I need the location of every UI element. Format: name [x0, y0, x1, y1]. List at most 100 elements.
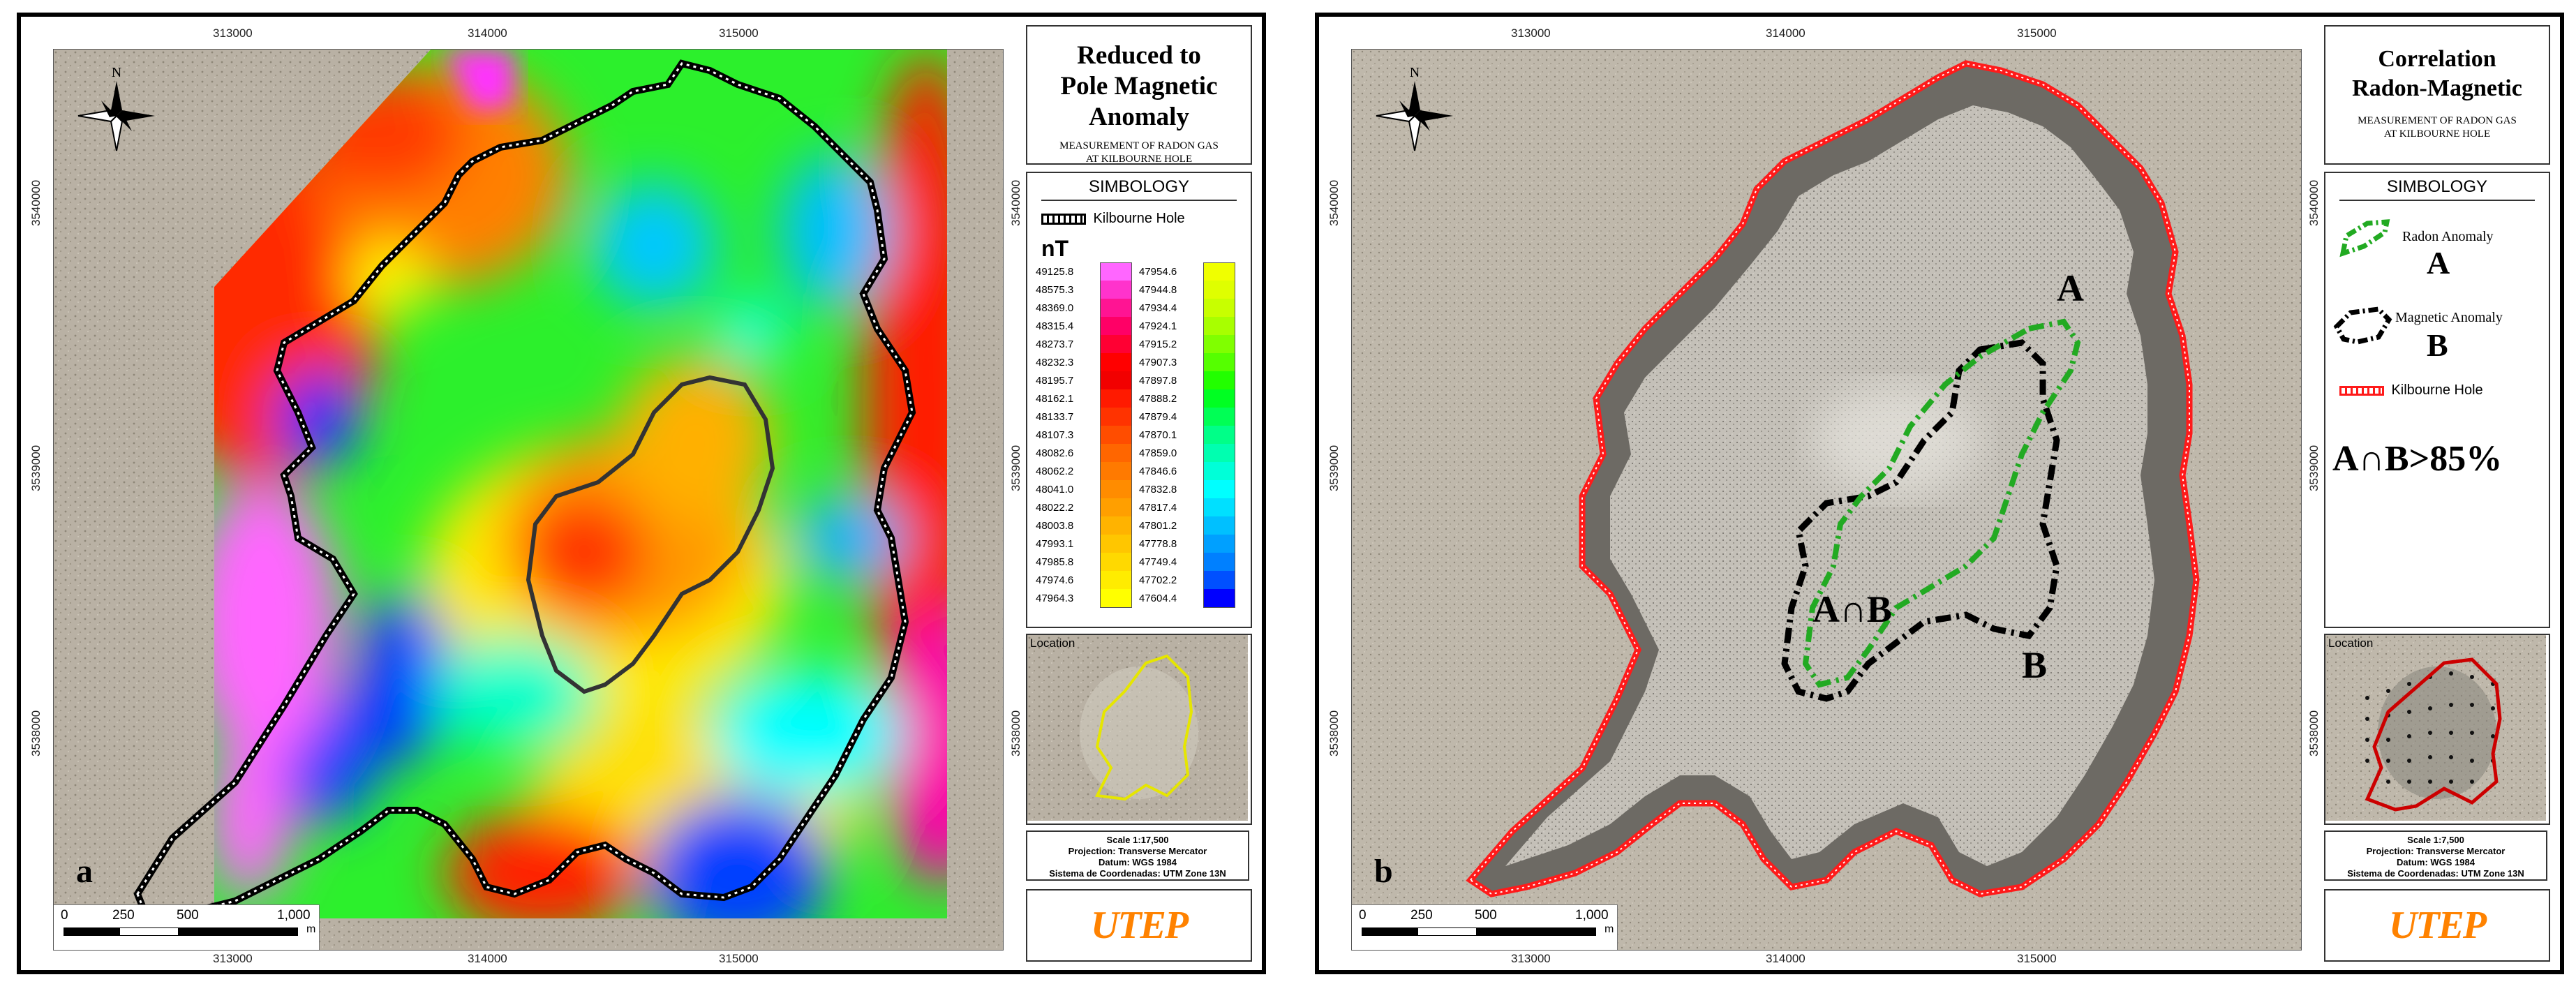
- colorbar-left-swatch: [1100, 516, 1132, 535]
- colorbar-right-swatch: [1203, 335, 1235, 353]
- scale-line-2-b: Projection: Transverse Mercator: [2366, 846, 2506, 856]
- location-inset-a: [1027, 635, 1248, 821]
- northing-right-1-b: 3540000: [2307, 179, 2321, 226]
- colorbar-left-value: 47993.1: [1036, 538, 1074, 550]
- subtitle-line-1-b: MEASUREMENT OF RADON GAS: [2358, 115, 2517, 126]
- north-arrow-b: N: [1376, 65, 1453, 151]
- colorbar-left-value: 48162.1: [1036, 393, 1074, 405]
- scale-line-4-b: Sistema de Coordenadas: UTM Zone 13N: [2347, 868, 2524, 879]
- colorbar-right-value: 47801.2: [1139, 520, 1177, 532]
- northing-right-2: 3539000: [1009, 445, 1022, 491]
- title-box-a: Reduced to Pole Magnetic Anomaly MEASURE…: [1026, 25, 1252, 165]
- colorbar-right-row: 47778.8: [1139, 535, 1244, 553]
- panel-b: 313000 314000 315000 313000 314000 31500…: [1315, 13, 2564, 974]
- scale-line-1: Scale 1:17,500: [1106, 835, 1169, 845]
- map-subtitle-a: MEASUREMENT OF RADON GAS AT KILBOURNE HO…: [1027, 140, 1251, 166]
- colorbar-right-row: 47954.6: [1139, 262, 1244, 281]
- colorbar-right-swatch: [1203, 262, 1235, 281]
- scale-seg-1: [64, 927, 121, 936]
- magnetic-anomaly-label: Magnetic Anomaly: [2395, 310, 2503, 325]
- colorbar-left-swatch: [1100, 535, 1132, 553]
- colorbar-left-value: 48133.7: [1036, 411, 1074, 423]
- colorbar-left-value: 48369.0: [1036, 302, 1074, 314]
- colorbar-right-row: 47907.3: [1139, 353, 1244, 371]
- colorbar-right-swatch: [1203, 462, 1235, 480]
- outline-legend-swatch: [1041, 213, 1086, 225]
- location-box-a: Location: [1026, 634, 1252, 825]
- colorbar-right-value: 47846.6: [1139, 465, 1177, 477]
- easting-top-1-b: 313000: [1511, 27, 1551, 40]
- northing-left-1: 3540000: [29, 179, 43, 226]
- scale-unit: m: [306, 923, 316, 935]
- location-outline-a: [1094, 654, 1193, 801]
- magnetic-anomaly-letter: B: [2427, 327, 2448, 363]
- colorbar-left-swatch: [1100, 444, 1132, 462]
- northing-right-2-b: 3539000: [2307, 445, 2321, 491]
- location-box-b: Location: [2324, 634, 2550, 825]
- northing-left-2-b: 3539000: [1327, 445, 1341, 491]
- northing-right-1: 3540000: [1009, 179, 1022, 226]
- colorbar-left-swatch: [1100, 480, 1132, 498]
- location-inset-b: [2325, 635, 2546, 821]
- colorbar-left-swatch: [1100, 317, 1132, 335]
- colorbar-right-row: 47934.4: [1139, 299, 1244, 317]
- north-label-b: N: [1410, 65, 1420, 80]
- scale-label-0-b: 0: [1359, 908, 1367, 923]
- north-label: N: [112, 65, 121, 80]
- symbology-box-b: SIMBOLOGY Radon Anomaly A Magnetic Anoma…: [2324, 172, 2550, 628]
- map-label-a: A: [2057, 267, 2084, 309]
- colorbar-right-row: 47879.4: [1139, 408, 1244, 426]
- colorbar-right-swatch: [1203, 516, 1235, 535]
- colorbar-right-row: 47749.4: [1139, 553, 1244, 571]
- colorbar-left-swatch: [1100, 408, 1132, 426]
- colorbar-right-swatch: [1203, 389, 1235, 408]
- outline-legend-swatch-b: [2339, 385, 2384, 396]
- easting-bottom-3: 315000: [719, 952, 759, 965]
- colorbar-left-row: 48041.0: [1036, 480, 1133, 498]
- correlation-percentage: A∩B>85%: [2332, 439, 2503, 479]
- colorbar-right-swatch: [1203, 371, 1235, 389]
- colorbar-right: 47954.6 47944.8 47934.4 47924.1 47915.2 47907…: [1139, 262, 1244, 608]
- radon-anomaly-a: [1802, 318, 2081, 688]
- magnetic-anomaly-swatch: [2333, 306, 2392, 345]
- scale-label-250: 250: [112, 908, 135, 923]
- colorbar-right-swatch: [1203, 426, 1235, 444]
- colorbar-right-row: 47944.8: [1139, 281, 1244, 299]
- colorbar-right-swatch: [1203, 317, 1235, 335]
- easting-bottom-3-b: 315000: [2017, 952, 2057, 965]
- scale-label-1000: 1,000: [277, 908, 311, 923]
- colorbar-left-value: 48315.4: [1036, 320, 1074, 332]
- easting-top-2: 314000: [468, 27, 507, 40]
- outline-legend-label-b: Kilbourne Hole: [2391, 382, 2483, 398]
- scale-line-1-b: Scale 1:7,500: [2407, 835, 2464, 845]
- location-label-a: Location: [1030, 636, 1075, 650]
- colorbar-left-swatch: [1100, 262, 1132, 281]
- colorbar-right-swatch: [1203, 535, 1235, 553]
- colorbar-right-value: 47879.4: [1139, 411, 1177, 423]
- colorbar-right-value: 47870.1: [1139, 429, 1177, 441]
- colorbar-left-value: 48107.3: [1036, 429, 1074, 441]
- colorbar-right-value: 47749.4: [1139, 556, 1177, 568]
- colorbar-right-value: 47817.4: [1139, 502, 1177, 514]
- colorbar-left-swatch: [1100, 353, 1132, 371]
- colorbar-left-row: 48022.2: [1036, 498, 1133, 516]
- scale-seg-1-b: [1362, 927, 1419, 936]
- panel-a: 313000 314000 315000 313000 314000 31500…: [17, 13, 1266, 974]
- north-arrow: N: [77, 65, 155, 151]
- scale-info-a: Scale 1:17,500 Projection: Transverse Me…: [1026, 830, 1249, 881]
- colorbar-left-row: 49125.8: [1036, 262, 1133, 281]
- scale-label-250-b: 250: [1410, 908, 1433, 923]
- colorbar-left-swatch: [1100, 462, 1132, 480]
- magnetic-anomaly-b: [1781, 339, 2060, 702]
- colorbar-left-row: 47993.1: [1036, 535, 1133, 553]
- northing-right-3-b: 3538000: [2307, 710, 2321, 757]
- colorbar-right-value: 47702.2: [1139, 574, 1177, 586]
- easting-top-2-b: 314000: [1766, 27, 1806, 40]
- colorbar-left-value: 49125.8: [1036, 266, 1074, 278]
- colorbar-left-swatch: [1100, 281, 1132, 299]
- title-box-b: Correlation Radon-Magnetic MEASUREMENT O…: [2324, 25, 2550, 165]
- colorbar-right-swatch: [1203, 553, 1235, 571]
- scale-label-500-b: 500: [1475, 908, 1497, 923]
- title-line-1: Reduced to: [1077, 41, 1201, 70]
- colorbar-left-value: 47974.6: [1036, 574, 1074, 586]
